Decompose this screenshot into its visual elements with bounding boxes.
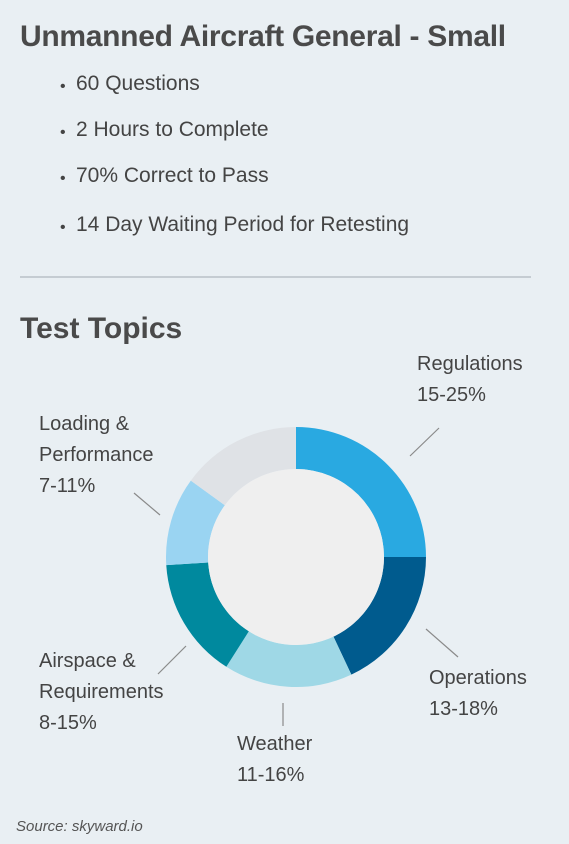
leader-line-regulations [409,427,440,457]
leader-line-loading [133,492,161,516]
leader-line-operations [425,628,459,658]
label-operations-range: 13-18% [429,698,498,720]
fact-questions: 60 Questions [60,72,200,101]
label-weather: Weather 11-16% [237,729,312,791]
donut-slice-operations [333,557,426,675]
label-weather-name: Weather [237,733,313,755]
label-airspace-range: 8-15% [39,712,97,734]
donut-slice-unlabeled [190,427,296,506]
fact-pass-score: 70% Correct to Pass [60,164,269,193]
page-title: Unmanned Aircraft General - Small [20,20,506,53]
label-loading-line2: Performance [39,444,154,466]
leader-line-airspace [157,645,187,675]
donut-slice-regulations [296,427,426,557]
donut-slice-loading [166,480,225,566]
donut-center [208,469,384,645]
label-airspace: Airspace & Requirements 8-15% [39,646,164,739]
test-topics-heading: Test Topics [20,312,183,345]
label-regulations-range: 15-25% [417,384,486,406]
label-airspace-line1: Airspace & [39,650,136,672]
label-operations-name: Operations [429,667,527,689]
source-caption: Source: skyward.io [16,818,143,835]
fact-duration: 2 Hours to Complete [60,118,269,147]
label-loading-line1: Loading & [39,413,130,435]
label-loading-range: 7-11% [39,475,96,497]
label-airspace-line2: Requirements [39,681,164,703]
label-loading: Loading & Performance 7-11% [39,409,154,502]
fact-retest-wait: 14 Day Waiting Period for Retesting [60,213,409,242]
label-regulations-name: Regulations [417,353,523,375]
section-divider [20,276,531,278]
label-operations: Operations 13-18% [429,663,527,725]
label-regulations: Regulations 15-25% [417,349,523,411]
donut-slice-airspace [166,562,249,667]
donut-slice-weather [226,631,352,687]
label-weather-range: 11-16% [237,764,305,786]
